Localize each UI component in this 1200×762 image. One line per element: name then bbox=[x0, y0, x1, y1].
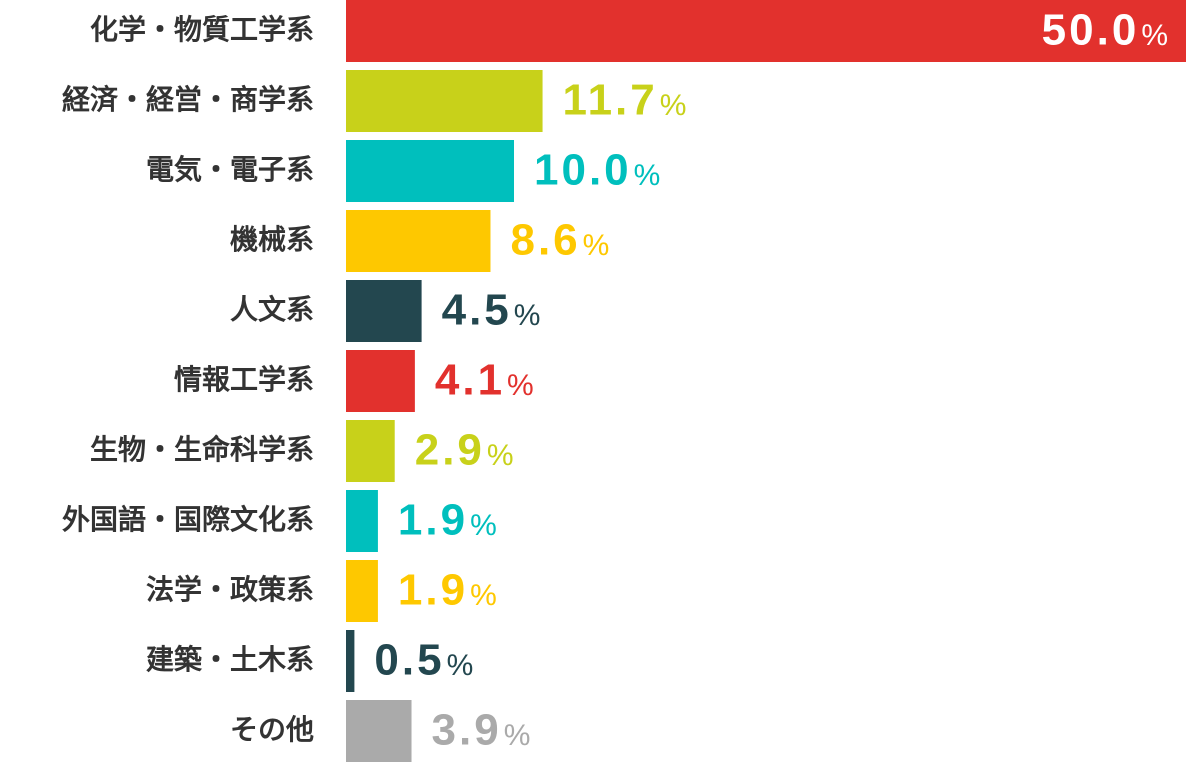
category-label: その他 bbox=[230, 713, 314, 746]
category-label: 建築・土木系 bbox=[146, 643, 314, 676]
bar bbox=[346, 560, 378, 622]
value-label: 0.5 bbox=[374, 636, 444, 685]
value-label: 50.0 bbox=[1042, 6, 1140, 55]
value-label: 2.9 bbox=[415, 426, 485, 475]
value-unit: % bbox=[447, 649, 474, 682]
category-label: 情報工学系 bbox=[174, 363, 314, 396]
bar bbox=[346, 70, 543, 132]
value-unit: % bbox=[504, 719, 531, 752]
value-label: 1.9 bbox=[398, 566, 468, 615]
value-unit: % bbox=[514, 299, 541, 332]
bar bbox=[346, 700, 412, 762]
category-label: 人文系 bbox=[230, 293, 314, 326]
value-label: 11.7 bbox=[563, 76, 658, 125]
value-label: 10.0 bbox=[534, 146, 632, 195]
category-label: 生物・生命科学系 bbox=[90, 433, 314, 466]
value-unit: % bbox=[583, 229, 610, 262]
value-label: 4.5 bbox=[442, 286, 512, 335]
bar bbox=[346, 350, 415, 412]
value-unit: % bbox=[470, 509, 497, 542]
bar bbox=[346, 420, 395, 482]
category-label: 機械系 bbox=[230, 223, 314, 256]
bar bbox=[346, 0, 1186, 62]
value-label: 3.9 bbox=[432, 706, 502, 755]
value-unit: % bbox=[634, 159, 661, 192]
value-label: 1.9 bbox=[398, 496, 468, 545]
category-label: 電気・電子系 bbox=[146, 153, 314, 186]
value-label: 8.6 bbox=[510, 216, 580, 265]
bar bbox=[346, 140, 514, 202]
value-label: 4.1 bbox=[435, 356, 505, 405]
bar bbox=[346, 280, 422, 342]
bar bbox=[346, 630, 355, 692]
value-unit: % bbox=[487, 439, 514, 472]
bar bbox=[346, 210, 491, 272]
value-unit: % bbox=[470, 579, 497, 612]
bar bbox=[346, 490, 378, 552]
value-unit: % bbox=[507, 369, 534, 402]
category-label: 外国語・国際文化系 bbox=[62, 503, 314, 536]
value-unit: % bbox=[1141, 19, 1168, 52]
value-unit: % bbox=[660, 89, 687, 122]
category-label: 化学・物質工学系 bbox=[90, 13, 314, 46]
category-label: 法学・政策系 bbox=[146, 573, 314, 606]
category-label: 経済・経営・商学系 bbox=[62, 83, 314, 116]
